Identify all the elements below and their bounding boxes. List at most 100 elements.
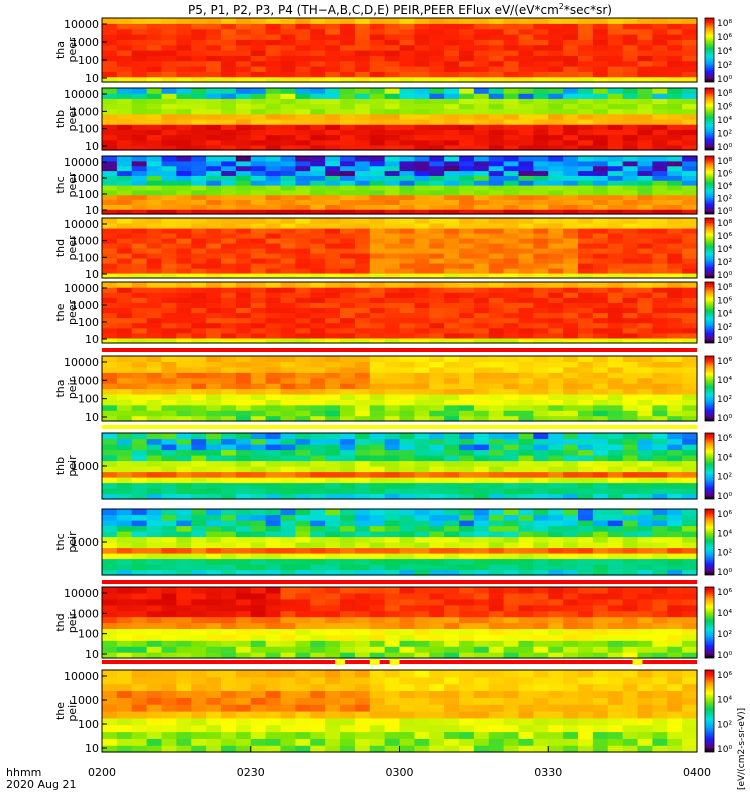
heatmap-cell [459, 372, 475, 379]
heatmap-cell [116, 204, 133, 210]
heatmap-cell [146, 297, 163, 303]
heatmap-cell [533, 332, 549, 339]
heatmap-cell [429, 564, 445, 571]
heatmap-cell [102, 108, 118, 115]
heatmap-cell [116, 287, 133, 293]
heatmap-cell [131, 598, 148, 606]
heatmap-cell [354, 209, 371, 215]
heatmap-cell [667, 670, 683, 678]
heatmap-cell [607, 93, 624, 99]
heatmap-cell [578, 170, 594, 176]
heatmap-cell [592, 160, 609, 167]
panel-label: thdpeir [54, 611, 79, 633]
heatmap-cell [340, 460, 356, 467]
heatmap-cell [473, 124, 490, 130]
heatmap-cell [265, 704, 282, 712]
heatmap-cell [161, 731, 177, 739]
heatmap-cell [325, 509, 341, 516]
heatmap-cell [473, 449, 490, 456]
heatmap-cell [429, 717, 445, 726]
heatmap-cell [563, 317, 579, 324]
heatmap-cell [622, 44, 639, 51]
heatmap-cell [637, 393, 653, 400]
heatmap-cell [503, 297, 520, 303]
heatmap-cell [280, 60, 296, 67]
heatmap-cell [682, 34, 698, 40]
heatmap-cell [533, 493, 549, 500]
heatmap-cell [488, 39, 505, 46]
heatmap-cell [146, 493, 163, 500]
heatmap-cell [295, 640, 311, 647]
heatmap-cell [146, 194, 163, 201]
heatmap-cell [131, 488, 148, 495]
heatmap-cell [310, 134, 326, 141]
heatmap-cell [548, 711, 564, 719]
heatmap-cell [250, 322, 267, 329]
heatmap-cell [518, 717, 534, 726]
heatmap-cell [578, 477, 594, 484]
heatmap-cell [102, 598, 118, 606]
heatmap-cell [563, 704, 579, 712]
heatmap-cell [176, 438, 192, 445]
heatmap-cell [652, 170, 668, 176]
heatmap-cell [533, 683, 549, 692]
heatmap-cell [548, 337, 564, 344]
heatmap-cell [250, 514, 267, 521]
heatmap-cell [563, 103, 579, 110]
heatmap-cell [488, 243, 505, 249]
heatmap-cell [369, 258, 386, 264]
heatmap-cell [518, 218, 534, 224]
heatmap-cell [473, 634, 490, 641]
heatmap-cell [459, 248, 475, 254]
heatmap-cell [116, 93, 133, 99]
heatmap-cell [384, 553, 401, 560]
heatmap-cell [325, 23, 341, 30]
heatmap-cell [503, 55, 520, 62]
heatmap-cell [369, 165, 386, 172]
heatmap-cell [161, 569, 177, 576]
heatmap-cell [235, 604, 252, 612]
heatmap-cell [206, 640, 222, 647]
heatmap-cell [473, 646, 490, 653]
heatmap-cell [637, 361, 653, 368]
heatmap-cell [414, 564, 430, 571]
heatmap-cell [548, 34, 564, 40]
heatmap-cell [444, 297, 460, 303]
heatmap-cell [607, 337, 624, 344]
heatmap-cell [622, 34, 639, 40]
heatmap-cell [265, 531, 282, 538]
heatmap-cell [414, 34, 430, 40]
heatmap-cell [503, 124, 520, 130]
heatmap-cell [667, 547, 683, 554]
heatmap-cell [488, 731, 505, 739]
title-main: P5, P1, P2, P3, P4 (TH−A,B,C,D,E) PEIR,P… [188, 3, 559, 17]
heatmap-cell [131, 553, 148, 560]
heatmap-cell [488, 616, 505, 624]
heatmap-cell [384, 598, 401, 606]
heatmap-cell [682, 569, 698, 576]
heatmap-cell [295, 564, 311, 571]
heatmap-cell [235, 704, 252, 712]
heatmap-cell [384, 44, 401, 51]
heatmap-cell [191, 18, 207, 24]
heatmap-cell [578, 520, 594, 527]
heatmap-cell [399, 103, 415, 110]
heatmap-cell [473, 129, 490, 136]
heatmap-cell [637, 292, 653, 298]
heatmap-cell [578, 415, 594, 422]
heatmap-cell [518, 307, 534, 314]
heatmap-cell [310, 124, 326, 130]
heatmap-cell [637, 536, 653, 543]
heatmap-cell [414, 113, 430, 120]
heatmap-cell [548, 18, 564, 24]
colorbar [704, 669, 715, 753]
heatmap-cell [265, 263, 282, 269]
heatmap-cell [578, 377, 594, 384]
heatmap-cell [637, 704, 653, 712]
heatmap-cell [131, 60, 148, 67]
heatmap-cell [340, 113, 356, 120]
heatmap-cell [146, 39, 163, 46]
heatmap-cell [280, 634, 296, 641]
heatmap-cell [682, 88, 698, 94]
heatmap-cell [503, 332, 520, 339]
